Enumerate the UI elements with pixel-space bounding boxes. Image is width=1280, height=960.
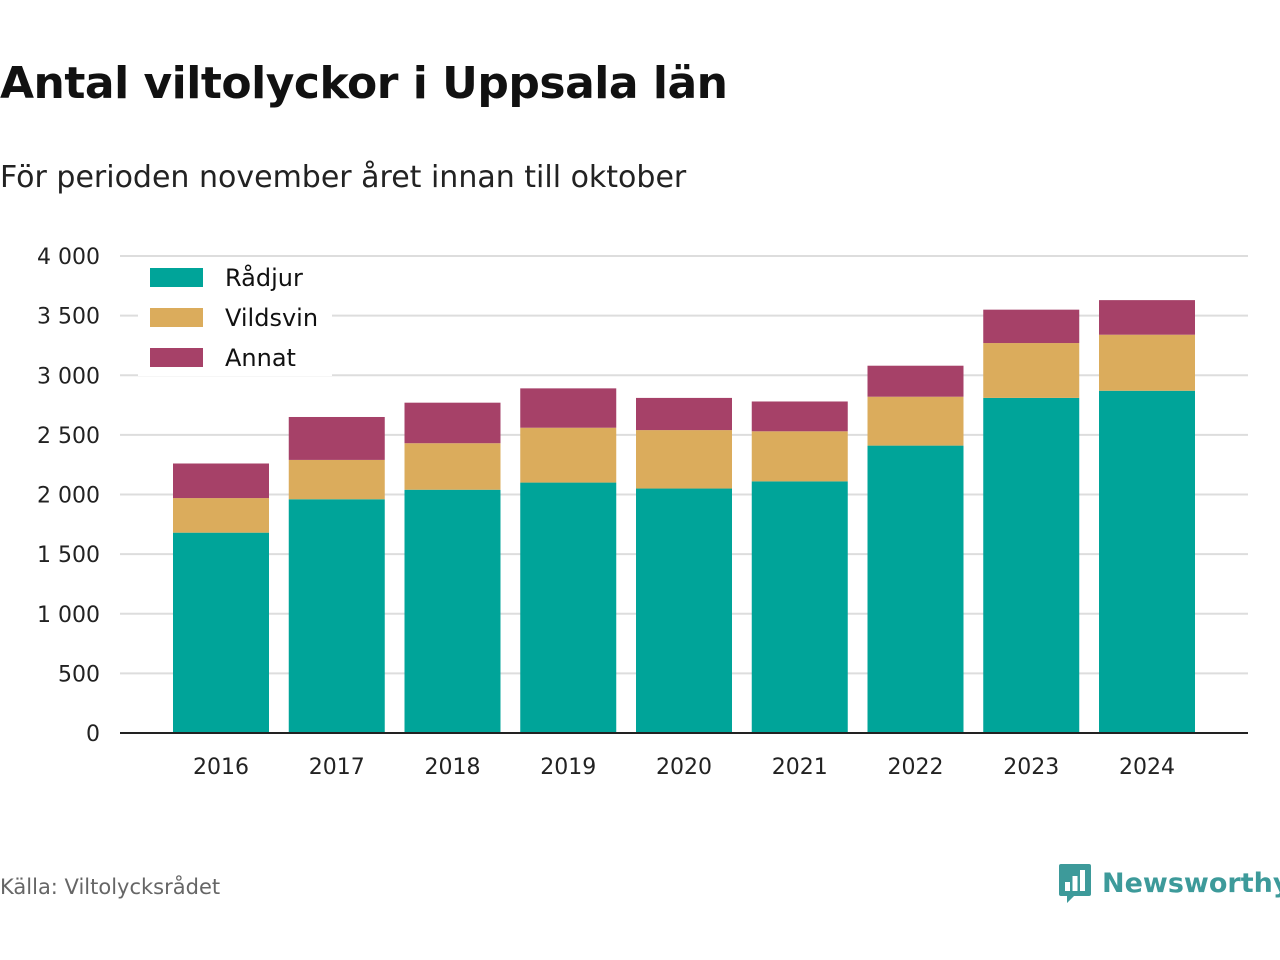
bar-vildsvin-2022 [867,396,964,446]
bar-vildsvin-2021 [751,431,848,482]
bar-vildsvin-2019 [520,427,617,483]
bar-vildsvin-2016 [173,498,269,533]
bar-annat-2021 [751,401,848,432]
source-note: Källa: Viltolycksrådet [0,875,221,899]
x-tick-label: 2021 [772,755,828,780]
x-tick-label: 2020 [656,755,712,780]
x-tick-label: 2023 [1003,755,1059,780]
bar-rådjur-2018 [404,489,501,733]
y-tick-label: 4 000 [37,245,100,270]
bar-chart-speech-bubble-icon [1059,864,1091,903]
bar-annat-2023 [983,309,1080,344]
bar-vildsvin-2024 [1099,334,1195,391]
bar-annat-2022 [867,365,964,397]
chart-title: Antal viltolyckor i Uppsala län [0,58,728,109]
y-tick-label: 2 500 [37,424,100,449]
bar-rådjur-2022 [867,445,964,733]
bar-annat-2016 [173,463,269,499]
chart-subtitle: För perioden november året innan till ok… [0,160,687,195]
bar-rådjur-2016 [173,532,269,733]
bar-rådjur-2017 [288,499,385,733]
bar-annat-2019 [520,388,617,428]
y-tick-label: 500 [58,662,100,687]
bar-annat-2024 [1099,300,1195,335]
legend-label-rådjur: Rådjur [225,263,303,292]
bar-vildsvin-2020 [636,430,732,489]
x-tick-label: 2019 [540,755,596,780]
bar-rådjur-2021 [751,481,848,733]
bar-annat-2018 [404,402,501,444]
bar-annat-2020 [636,397,732,431]
legend-label-vildsvin: Vildsvin [225,304,318,332]
bar-rådjur-2020 [636,488,732,733]
x-tick-label: 2017 [309,755,365,780]
legend-swatch-vildsvin [150,308,203,327]
bar-annat-2017 [288,416,385,460]
y-tick-label: 1 000 [37,603,100,628]
x-tick-label: 2016 [193,755,249,780]
bar-rådjur-2023 [983,397,1080,733]
bar-rådjur-2019 [520,482,617,733]
bar-vildsvin-2023 [983,343,1080,398]
stacked-bar-chart: 0 500 1 000 1 500 2 000 2 500 3 000 3 500 4 000 2… [37,245,1248,780]
bar-rådjur-2024 [1099,390,1195,733]
y-tick-label: 3 000 [37,364,100,389]
y-tick-label: 3 500 [37,305,100,330]
brand-logo: Newsworthy [1058,862,1280,904]
legend-label-annat: Annat [225,344,296,372]
x-tick-label: 2018 [425,755,481,780]
bar-vildsvin-2017 [288,459,385,500]
y-tick-label: 1 500 [37,543,100,568]
bar-vildsvin-2018 [404,443,501,490]
brand-name: Newsworthy [1102,867,1280,899]
y-tick-label: 2 000 [37,484,100,509]
legend-swatch-annat [150,348,203,367]
x-tick-label: 2022 [888,755,944,780]
x-tick-label: 2024 [1119,755,1175,780]
legend-swatch-rådjur [150,268,203,287]
y-tick-label: 0 [86,722,100,747]
